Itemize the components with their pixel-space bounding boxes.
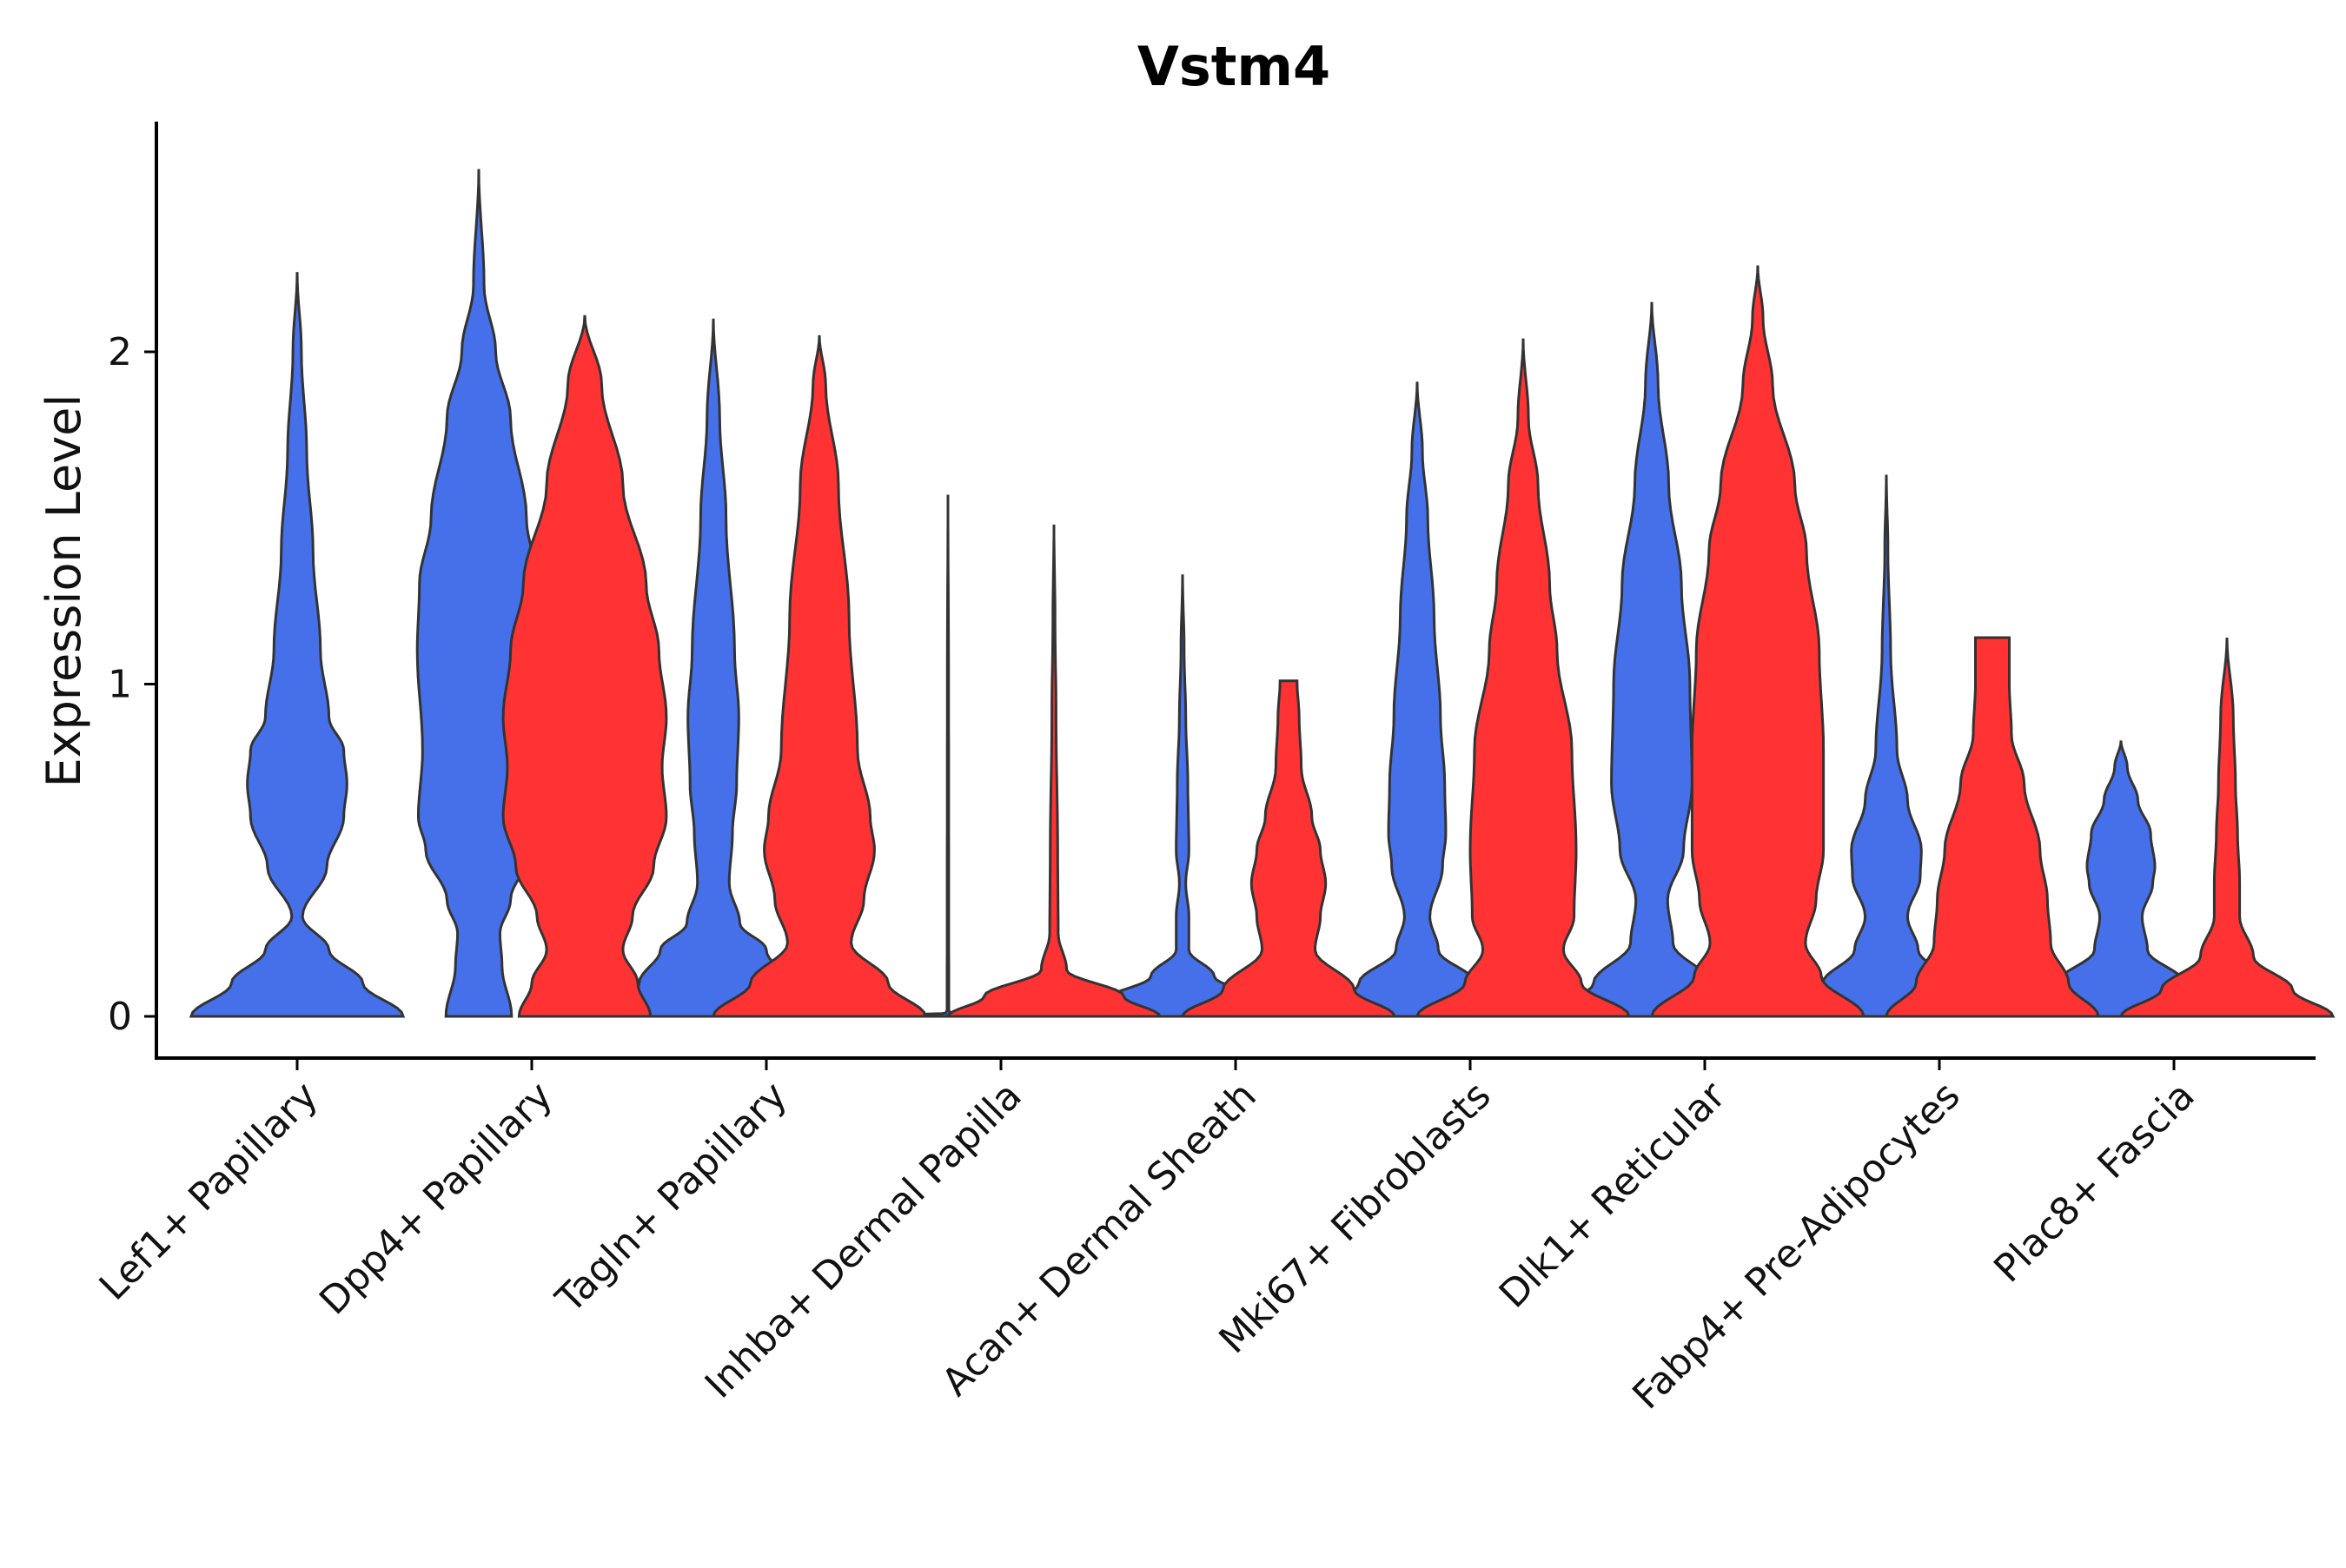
x-category-label: Plac8+ Fascia (1985, 1074, 2204, 1292)
x-category-label: Dpp4+ Papillary (311, 1074, 561, 1324)
violin-layer (189, 169, 2336, 1018)
x-category-label: Tagln+ Papillary (547, 1074, 796, 1322)
violin-group1-6 (1543, 301, 1760, 1018)
violin-group2-8 (2118, 637, 2336, 1018)
x-category-label: Mki67+ Fibroblasts (1210, 1074, 1499, 1362)
chart-title: Vstm4 (1137, 35, 1330, 98)
violin-group2-4 (1180, 679, 1397, 1018)
violin-group1-8 (2012, 740, 2230, 1018)
violin-group1-3 (841, 494, 1055, 1018)
violin-group2-6 (1649, 265, 1866, 1018)
violin-group2-3 (945, 524, 1163, 1018)
x-category-label: Dlk1+ Reticular (1491, 1073, 1735, 1317)
y-tick-label: 0 (108, 995, 132, 1039)
y-axis-label: Expression Level (36, 394, 91, 788)
violin-group1-7 (1778, 474, 1995, 1018)
violin-group2-7 (1885, 636, 2100, 1018)
violin-group1-4 (1074, 574, 1291, 1018)
y-tick-label: 2 (108, 330, 132, 374)
violin-group1-5 (1309, 381, 1526, 1018)
x-category-label: Lef1+ Papillary (91, 1074, 327, 1309)
violin-group2-5 (1415, 338, 1632, 1018)
violin-group2-1 (501, 314, 668, 1018)
violin-group1-0 (189, 272, 406, 1018)
y-tick-label: 1 (108, 663, 132, 707)
violin-group2-2 (711, 334, 928, 1018)
violin-group1-2 (607, 318, 819, 1018)
